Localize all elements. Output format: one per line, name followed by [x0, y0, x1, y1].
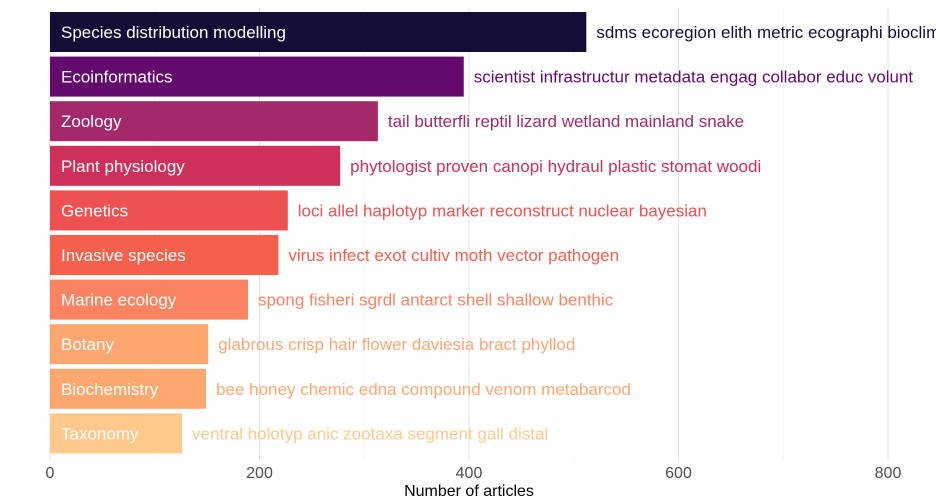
- x-tick-label: 400: [456, 465, 483, 482]
- bar-keywords-label: scientist infrastructur metadata engag c…: [474, 68, 914, 87]
- bar-group: Ecoinformatics scientist infrastructur me…: [50, 56, 914, 97]
- bar-category-label: Invasive species: [61, 246, 186, 265]
- x-axis-title: Number of articles: [404, 483, 534, 500]
- bar-group: Zoology tail butterfli reptil lizard wetl…: [50, 101, 744, 142]
- bar-group: Marine ecology spong fisheri sgrdl antarc…: [50, 279, 614, 320]
- bar: [50, 413, 182, 454]
- bar-keywords-label: virus infect exot cultiv moth vector pat…: [288, 246, 619, 265]
- bar: [50, 235, 279, 275]
- bar-keywords-label: phytologist proven canopi hydraul plasti…: [350, 157, 761, 176]
- bar-category-label: Marine ecology: [61, 291, 177, 310]
- bar: [50, 101, 378, 142]
- bar: [50, 279, 248, 320]
- bar-category-label: Genetics: [61, 201, 128, 220]
- x-axis-ticks: 0 200 400 600 800: [46, 465, 902, 482]
- bar-group: Species distribution modelling sdms ecore…: [50, 12, 936, 52]
- bar-group: Genetics loci allel haplotyp marker recon…: [50, 190, 707, 231]
- bar-group: Invasive species virus infect exot cultiv…: [50, 235, 619, 275]
- x-tick-label: 600: [665, 465, 692, 482]
- bar-keywords-label: tail butterfli reptil lizard wetland mai…: [388, 112, 744, 131]
- bar-category-label: Ecoinformatics: [61, 68, 172, 87]
- bars: Species distribution modelling sdms ecore…: [50, 12, 936, 454]
- x-tick-label: 0: [46, 465, 55, 482]
- bar: [50, 190, 288, 231]
- bar: [50, 12, 587, 52]
- bar-category-label: Species distribution modelling: [61, 23, 286, 42]
- bar-keywords-label: sdms ecoregion elith metric ecographi bi…: [596, 23, 936, 42]
- bar-keywords-label: ventral holotyp anic zootaxa segment gal…: [192, 424, 548, 443]
- bar-category-label: Biochemistry: [61, 380, 159, 399]
- bar-group: Taxonomy ventral holotyp anic zootaxa seg…: [50, 413, 548, 454]
- bar: [50, 56, 464, 97]
- bar-group: Botany glabrous crisp hair flower daviesi…: [50, 324, 575, 365]
- x-tick-label: 800: [875, 465, 902, 482]
- bar-category-label: Plant physiology: [61, 157, 185, 176]
- bar-keywords-label: bee honey chemic edna compound venom met…: [216, 380, 631, 399]
- x-tick-label: 200: [246, 465, 273, 482]
- bar-category-label: Botany: [61, 335, 114, 354]
- bar-group: Plant physiology phytologist proven canop…: [50, 145, 761, 186]
- bar-category-label: Taxonomy: [61, 424, 139, 443]
- bar-group: Biochemistry bee honey chemic edna compou…: [50, 368, 631, 409]
- bar-category-label: Zoology: [61, 112, 122, 131]
- bar-keywords-label: glabrous crisp hair flower daviesia brac…: [218, 335, 575, 354]
- bar-keywords-label: spong fisheri sgrdl antarct shell shallo…: [258, 291, 614, 310]
- bar: [50, 368, 207, 409]
- bar-keywords-label: loci allel haplotyp marker reconstruct n…: [298, 201, 707, 220]
- bar: [50, 324, 209, 365]
- bar: [50, 145, 341, 186]
